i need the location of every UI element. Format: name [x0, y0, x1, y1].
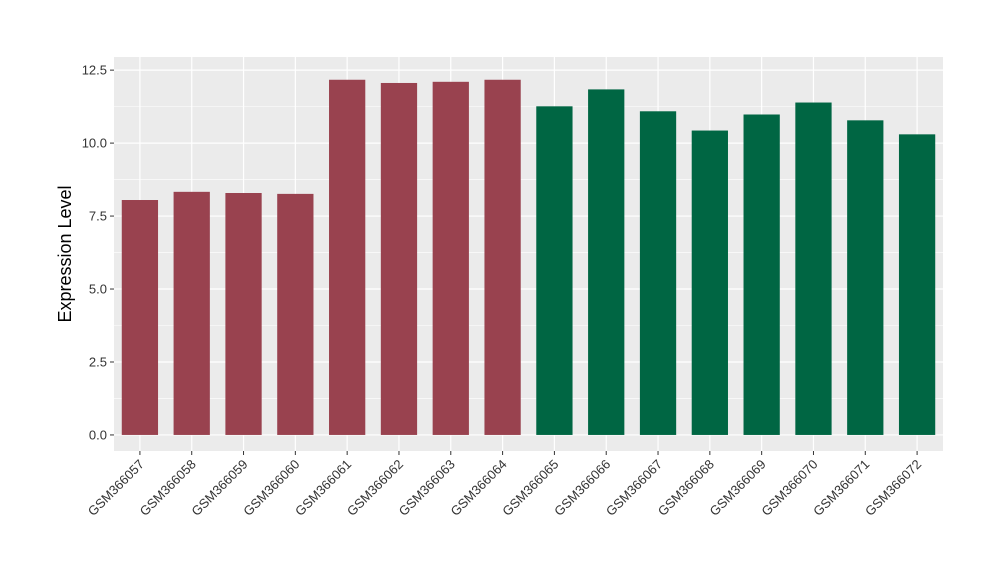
bar-gsm366068 — [691, 130, 728, 435]
y-tick-label: 2.5 — [89, 354, 107, 369]
y-axis-title: Expression Level — [55, 185, 75, 322]
bar-gsm366069 — [743, 114, 780, 435]
bar-gsm366060 — [277, 193, 314, 435]
y-tick-label: 5.0 — [89, 282, 107, 297]
bar-gsm366066 — [588, 89, 625, 435]
bar-gsm366070 — [795, 102, 832, 435]
y-tick-label: 12.5 — [82, 63, 107, 78]
x-axis: GSM366057GSM366058GSM366059GSM366060GSM3… — [85, 451, 924, 519]
bars — [121, 79, 936, 435]
bar-gsm366057 — [121, 200, 159, 435]
y-tick-label: 7.5 — [89, 209, 107, 224]
y-tick-label: 10.0 — [82, 136, 107, 151]
bar-gsm366061 — [329, 79, 366, 435]
bar-gsm366058 — [173, 191, 210, 435]
x-tick-label: GSM366072 — [862, 457, 924, 519]
bar-gsm366072 — [898, 134, 936, 435]
bar-gsm366065 — [536, 106, 573, 435]
bar-gsm366067 — [639, 111, 677, 435]
bar-gsm366071 — [847, 120, 884, 435]
y-tick-label: 0.0 — [89, 427, 107, 442]
y-axis: 0.0 2.5 5.0 7.5 10.0 12.5 — [82, 63, 114, 442]
bar-gsm366064 — [484, 79, 521, 435]
bar-gsm366063 — [432, 81, 469, 435]
bar-gsm366062 — [380, 82, 418, 435]
bar-gsm366059 — [225, 193, 262, 435]
